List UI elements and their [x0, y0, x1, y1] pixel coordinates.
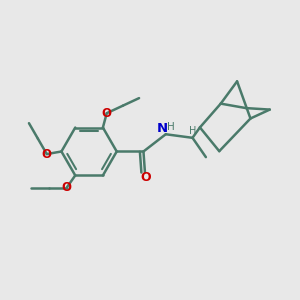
- Text: O: O: [62, 181, 72, 194]
- Text: H: H: [167, 122, 174, 132]
- Text: O: O: [140, 171, 151, 184]
- Text: N: N: [157, 122, 168, 135]
- Text: O: O: [102, 107, 112, 120]
- Text: H: H: [189, 126, 197, 136]
- Text: O: O: [42, 148, 52, 160]
